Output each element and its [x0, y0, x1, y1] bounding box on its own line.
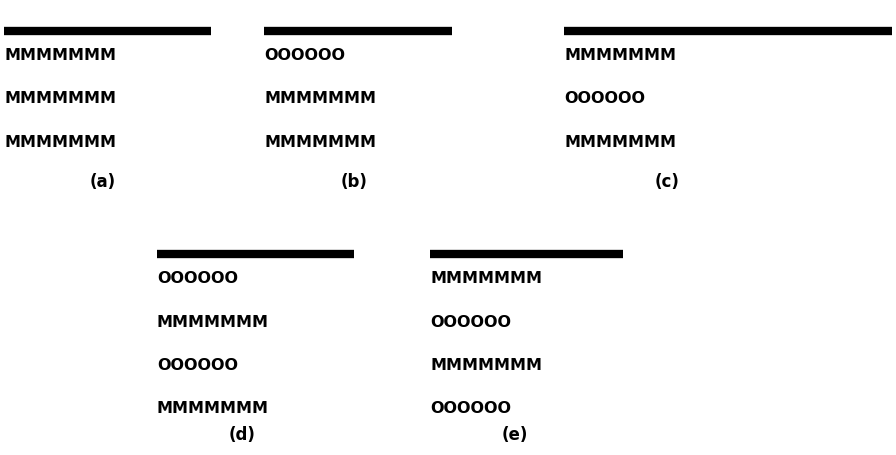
- Text: (c): (c): [655, 173, 680, 191]
- Text: OOOOOO: OOOOOO: [430, 314, 511, 329]
- Text: MMMMMMM: MMMMMMM: [157, 400, 269, 415]
- Text: MMMMMMM: MMMMMMM: [4, 91, 116, 106]
- Text: MMMMMMM: MMMMMMM: [564, 134, 676, 149]
- Text: OOOOOO: OOOOOO: [564, 91, 645, 106]
- Text: MMMMMMM: MMMMMMM: [430, 271, 542, 286]
- Text: (e): (e): [502, 425, 529, 443]
- Text: MMMMMMM: MMMMMMM: [564, 48, 676, 63]
- Text: (b): (b): [340, 173, 367, 191]
- Text: OOOOOO: OOOOOO: [157, 271, 237, 286]
- Text: (a): (a): [90, 173, 116, 191]
- Text: OOOOOO: OOOOOO: [264, 48, 345, 63]
- Text: MMMMMMM: MMMMMMM: [4, 134, 116, 149]
- Text: MMMMMMM: MMMMMMM: [430, 357, 542, 372]
- Text: MMMMMMM: MMMMMMM: [264, 134, 376, 149]
- Text: MMMMMMM: MMMMMMM: [4, 48, 116, 63]
- Text: OOOOOO: OOOOOO: [157, 357, 237, 372]
- Text: OOOOOO: OOOOOO: [430, 400, 511, 415]
- Text: (d): (d): [228, 425, 255, 443]
- Text: MMMMMMM: MMMMMMM: [157, 314, 269, 329]
- Text: MMMMMMM: MMMMMMM: [264, 91, 376, 106]
